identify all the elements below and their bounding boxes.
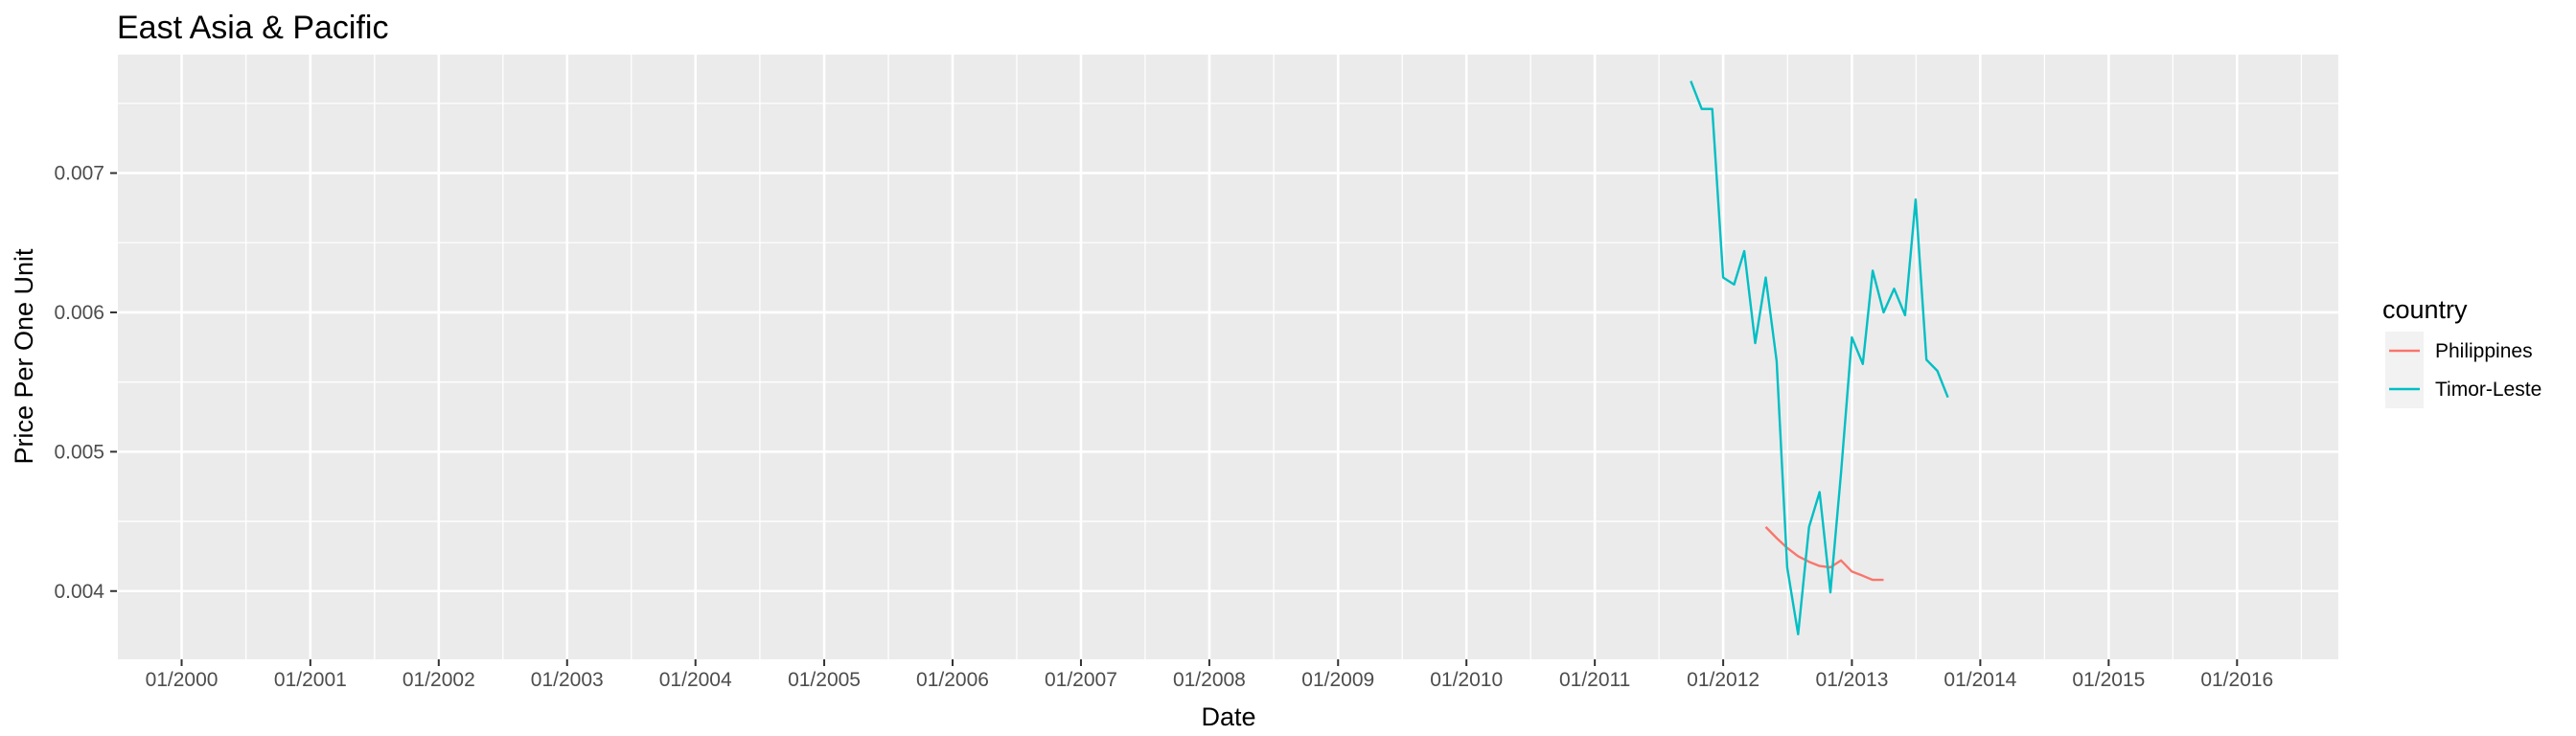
x-tick-label: 01/2002 bbox=[402, 669, 475, 691]
x-tick-label: 01/2004 bbox=[659, 669, 732, 691]
x-tick-label: 01/2003 bbox=[531, 669, 604, 691]
x-tick-label: 01/2012 bbox=[1687, 669, 1760, 691]
x-tick-label: 01/2013 bbox=[1815, 669, 1888, 691]
x-tick-label: 01/2000 bbox=[146, 669, 218, 691]
legend-label-philippines: Philippines bbox=[2435, 340, 2533, 362]
x-tick-label: 01/2011 bbox=[1559, 669, 1630, 691]
x-tick-label: 01/2006 bbox=[916, 669, 989, 691]
x-axis-title: Date bbox=[1201, 702, 1255, 731]
x-tick-label: 01/2007 bbox=[1045, 669, 1117, 691]
x-tick-label: 01/2015 bbox=[2072, 669, 2145, 691]
x-axis: 01/2000 01/2001 01/2002 01/2003 01/2004 01/20… bbox=[146, 659, 2273, 691]
x-tick-label: 01/2016 bbox=[2200, 669, 2273, 691]
x-tick-label: 01/2001 bbox=[274, 669, 347, 691]
legend-label-timor-leste: Timor-Leste bbox=[2435, 379, 2542, 401]
minor-gridlines bbox=[116, 55, 2338, 659]
x-tick-label: 01/2010 bbox=[1430, 669, 1503, 691]
x-tick-label: 01/2005 bbox=[788, 669, 861, 691]
y-tick-label: 0.004 bbox=[54, 581, 104, 603]
series-lines bbox=[1690, 80, 1949, 635]
y-axis: 0.004 0.005 0.006 0.007 bbox=[54, 163, 117, 603]
series-line-timor-leste bbox=[1690, 80, 1949, 635]
y-tick-label: 0.007 bbox=[54, 163, 104, 185]
y-axis-title: Price Per One Unit bbox=[10, 248, 38, 465]
legend: country Philippines Timor-Leste bbox=[2382, 295, 2542, 408]
y-tick-label: 0.006 bbox=[54, 302, 104, 324]
y-tick-label: 0.005 bbox=[54, 441, 104, 463]
x-tick-label: 01/2008 bbox=[1173, 669, 1246, 691]
plot-panel bbox=[117, 55, 2338, 659]
x-tick-label: 01/2014 bbox=[1944, 669, 2016, 691]
chart-title: East Asia & Pacific bbox=[117, 10, 388, 46]
major-gridlines bbox=[117, 55, 2338, 659]
x-tick-label: 01/2009 bbox=[1301, 669, 1374, 691]
legend-title: country bbox=[2382, 295, 2468, 324]
